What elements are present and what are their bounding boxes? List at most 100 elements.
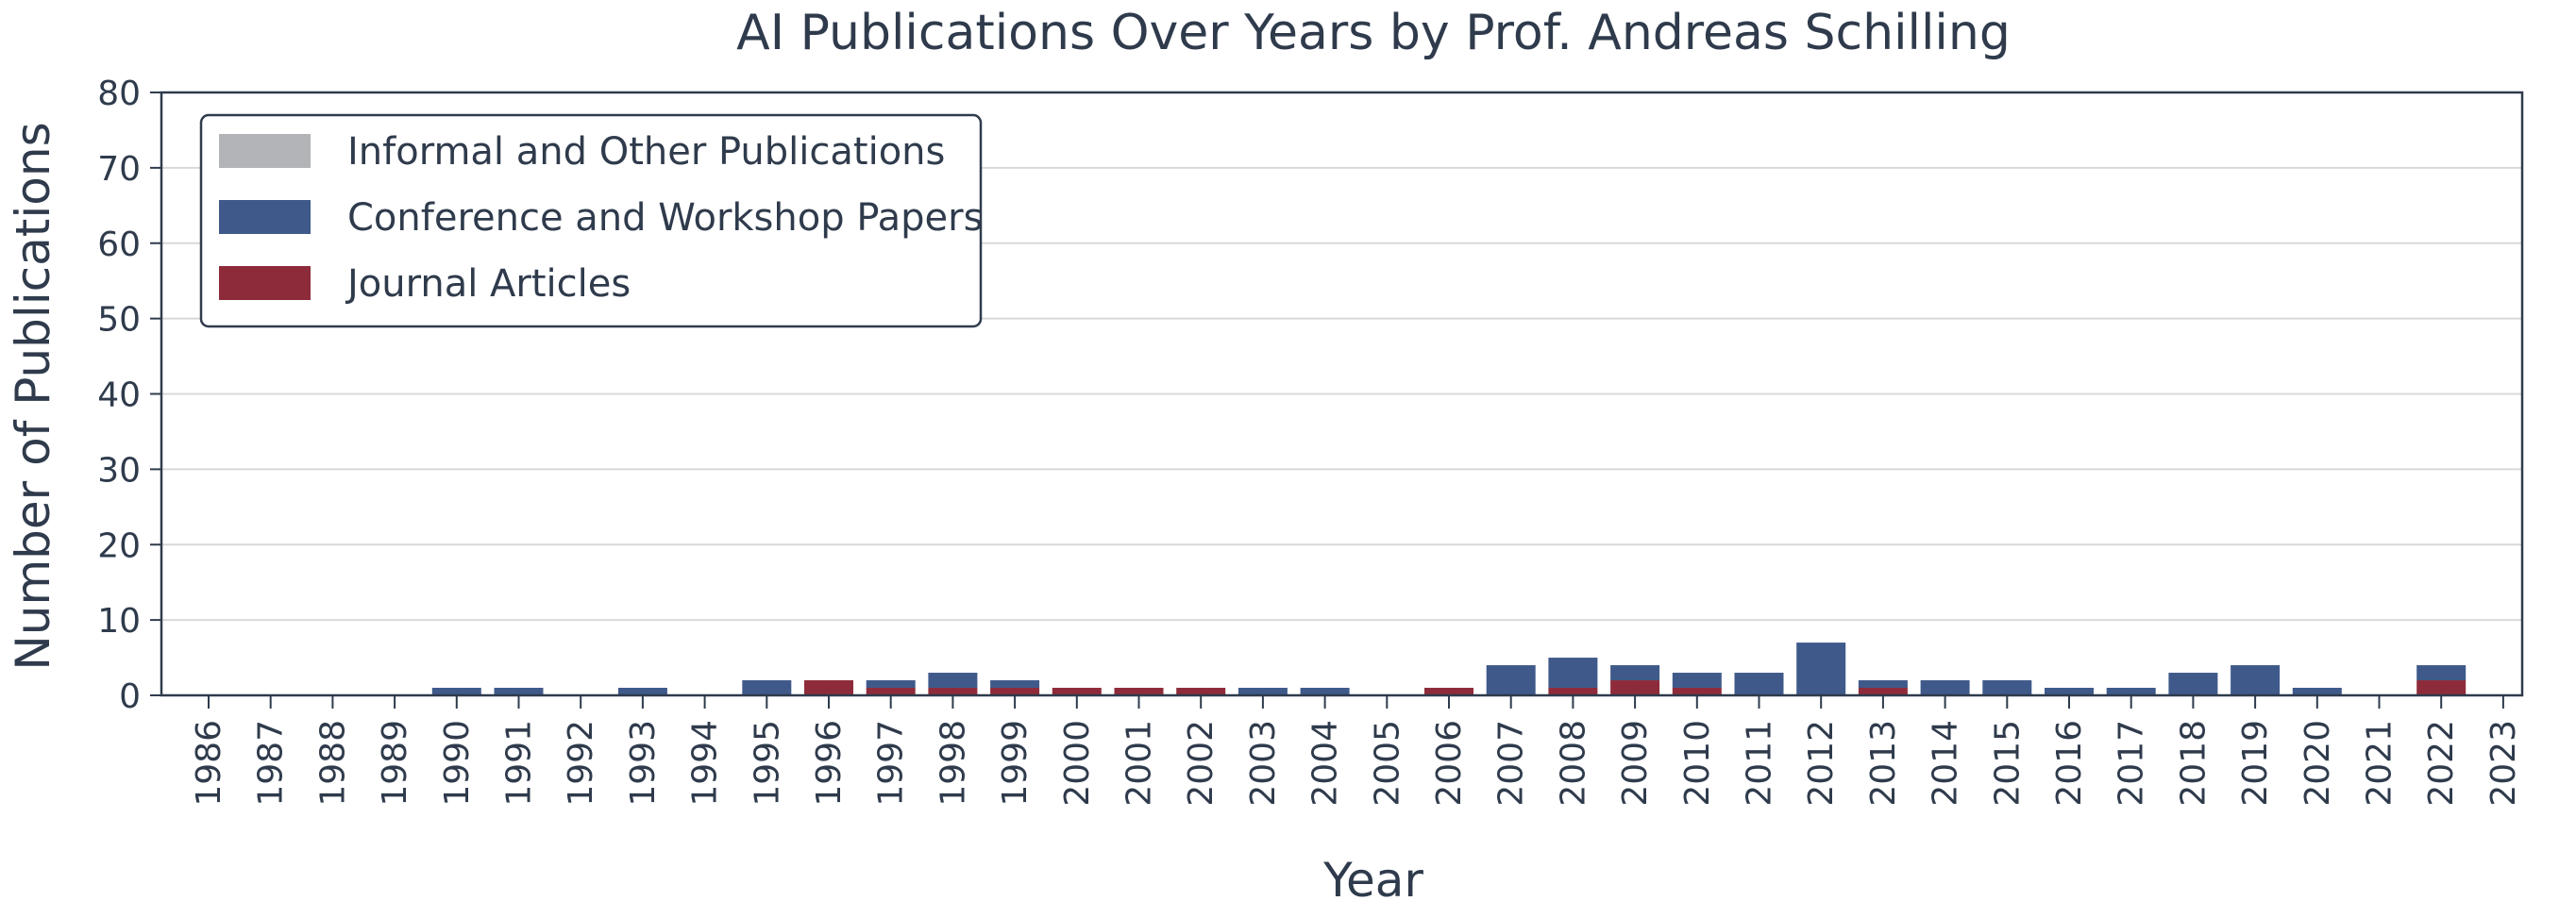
bar-2013-series-1 [1858,680,1908,689]
x-tick-label: 2008 [1554,720,1592,807]
legend: Informal and Other Publications Conferenc… [199,113,983,328]
bar-1999-series-2 [990,688,1040,695]
legend-swatch [219,134,311,168]
y-tick-label: 40 [97,376,141,415]
bar-2009-series-1 [1610,665,1660,681]
x-tick-label: 2005 [1368,720,1406,807]
bar-2009-series-2 [1610,680,1660,695]
bar-2008-series-2 [1548,688,1598,695]
bar-1996-series-2 [804,680,853,695]
bar-2011-series-1 [1734,673,1784,695]
x-tick-label: 1986 [190,720,228,807]
bar-2012-series-1 [1796,643,1846,695]
bar-2010-series-1 [1672,673,1722,689]
legend-swatch [219,266,311,300]
bar-2000-series-2 [1052,688,1102,695]
x-tick-label: 2015 [1988,720,2027,807]
x-tick-label: 1995 [748,720,786,807]
bar-1998-series-1 [928,673,978,689]
x-tick-label: 1998 [934,720,972,807]
bar-2010-series-2 [1672,688,1722,695]
bar-2002-series-2 [1176,688,1226,695]
y-axis-label: Number of Publications [6,122,60,670]
x-tick-label: 1990 [438,720,477,807]
x-tick-label: 2012 [1802,720,1841,807]
x-tick-label: 2004 [1306,720,1345,807]
bar-2007-series-1 [1486,665,1536,695]
bar-2022-series-2 [2416,680,2467,695]
bar-1995-series-1 [742,680,792,695]
bar-1991-series-1 [494,688,544,695]
bar-2001-series-2 [1114,688,1164,695]
x-tick-label: 1992 [562,720,600,807]
x-tick-label: 2001 [1120,720,1159,807]
chart-title: AI Publications Over Years by Prof. Andr… [736,5,2011,61]
bar-2003-series-1 [1237,688,1288,695]
x-tick-label: 2003 [1244,720,1283,807]
legend-swatch [219,200,311,234]
bar-1990-series-1 [431,688,481,695]
x-tick-label: 2009 [1616,720,1655,807]
x-tick-label: 2023 [2484,720,2523,807]
x-tick-label: 2016 [2050,720,2089,807]
x-tick-label: 1989 [376,720,414,807]
x-tick-labels: 1986 1987 1988 1989 1990 1991 1992 1993 1994 1995… [190,720,2523,807]
x-tick-label: 1996 [810,720,849,807]
bar-2017-series-1 [2106,688,2156,695]
x-tick-label: 2019 [2236,720,2275,807]
x-tick-label: 2020 [2298,720,2337,807]
x-tick-label: 2017 [2113,720,2151,807]
legend-box [199,113,983,328]
bar-2014-series-1 [1920,680,1970,695]
bar-2019-series-1 [2231,665,2281,695]
bar-1997-series-2 [866,688,916,695]
y-tick-label: 30 [97,451,141,490]
x-tick-label: 1997 [872,720,911,807]
x-tick-label: 1993 [624,720,663,807]
bars [431,643,2467,695]
x-tick-label: 2022 [2422,720,2461,807]
bar-1998-series-2 [928,688,978,695]
x-tick-label: 1987 [252,720,291,807]
x-tick-label: 1991 [500,720,539,807]
y-tick-label: 50 [97,301,141,340]
y-tick-label: 20 [97,526,141,565]
bar-2018-series-1 [2168,673,2218,695]
x-tick-label: 1988 [313,720,352,807]
bar-2004-series-1 [1300,688,1350,695]
bar-2020-series-1 [2292,688,2342,695]
axes [150,91,2524,709]
x-tick-label: 2011 [1741,720,1779,807]
x-axis-label: Year [1322,853,1423,908]
bar-2022-series-1 [2416,665,2467,681]
bar-1993-series-1 [617,688,667,695]
x-tick-label: 2002 [1182,720,1221,807]
x-tick-label: 2010 [1678,720,1717,807]
y-tick-label: 60 [97,225,141,264]
bar-2016-series-1 [2045,688,2094,695]
y-tick-label: 10 [97,602,141,641]
bar-2013-series-2 [1858,688,1908,695]
legend-label: Conference and Workshop Papers [347,196,983,240]
legend-label: Informal and Other Publications [347,130,945,174]
x-tick-label: 2013 [1864,720,1903,807]
bar-1999-series-1 [990,680,1040,689]
x-tick-label: 2014 [1927,720,1965,807]
x-tick-label: 1994 [686,720,725,807]
bar-2015-series-1 [1982,680,2032,695]
bar-2008-series-1 [1548,658,1598,689]
x-tick-label: 2007 [1492,720,1531,807]
x-tick-label: 2018 [2174,720,2213,807]
bar-1997-series-1 [866,680,916,689]
x-tick-label: 2021 [2361,720,2399,807]
legend-label: Journal Articles [345,262,631,306]
x-tick-label: 1999 [996,720,1035,807]
y-tick-label: 70 [97,150,141,189]
y-tick-label: 80 [97,75,141,113]
x-tick-label: 2000 [1058,720,1097,807]
plot-frame [160,91,2524,697]
bar-2006-series-2 [1424,688,1473,695]
y-tick-label: 0 [119,677,141,716]
